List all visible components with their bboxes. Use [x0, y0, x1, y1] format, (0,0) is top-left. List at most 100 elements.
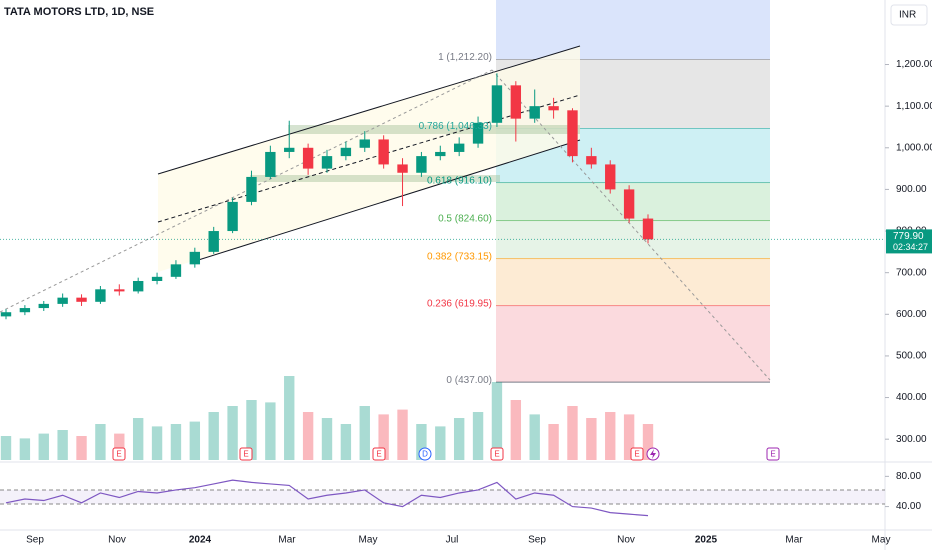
volume-bar — [38, 433, 49, 460]
x-tick-label: Nov — [617, 535, 635, 546]
candle-body — [359, 139, 370, 148]
volume-bar — [378, 414, 389, 460]
candle-body — [189, 251, 201, 265]
candle-body — [246, 176, 257, 202]
event-label: D — [422, 450, 428, 459]
channel-mid — [157, 94, 581, 223]
candle-body — [491, 85, 503, 123]
volume-bar — [19, 438, 31, 460]
candle-body — [19, 308, 31, 313]
event-icon[interactable] — [372, 447, 386, 461]
volume-bar — [321, 418, 333, 460]
candle-body — [132, 280, 144, 292]
volume-bar — [472, 412, 484, 460]
x-tick-label: Mar — [278, 535, 296, 546]
volume-bar — [642, 424, 654, 460]
volume-bar — [132, 418, 144, 460]
event-icon[interactable] — [239, 447, 253, 461]
candle-body — [453, 143, 465, 152]
event-icon[interactable] — [766, 447, 780, 461]
event-label: E — [494, 450, 499, 459]
event-label: E — [770, 450, 775, 459]
fib-label: 0 (437.00) — [446, 375, 492, 386]
candle-body — [340, 147, 352, 157]
candle-body — [397, 164, 408, 173]
fib-label: 0.618 (916.10) — [427, 175, 492, 186]
candle-body — [38, 303, 49, 309]
fib-zone — [496, 305, 770, 383]
symbol-title: TATA MOTORS LTD, 1D, NSE — [4, 6, 154, 18]
x-tick-label: May — [872, 535, 891, 546]
volume-bar — [208, 412, 219, 460]
candle-body — [567, 110, 578, 157]
x-tick-label: 2025 — [695, 535, 718, 546]
volume-bar — [548, 424, 559, 460]
event-label: E — [376, 450, 381, 459]
event-icon[interactable] — [630, 447, 644, 461]
candle-body — [227, 201, 238, 232]
channel-line — [157, 45, 581, 175]
candle-body — [170, 264, 182, 277]
currency-button[interactable] — [890, 4, 928, 26]
volume-bar — [567, 406, 578, 460]
volume-bar — [397, 409, 408, 460]
volume-bar — [586, 418, 597, 460]
x-tick-label: Mar — [785, 535, 803, 546]
candle-body — [284, 147, 295, 152]
volume-bar — [359, 406, 370, 460]
rsi-tick-label: 80.00 — [896, 471, 921, 482]
currency[interactable]: INR — [899, 10, 916, 21]
event-icon[interactable] — [490, 447, 504, 461]
rsi-line — [5, 479, 649, 517]
countdown: 02:34:27 — [893, 242, 928, 252]
volume-bar — [529, 414, 540, 460]
volume-bar — [189, 421, 201, 460]
trend-dashed — [0, 69, 493, 313]
rsi-tick-label: 40.00 — [896, 501, 921, 512]
candle-body — [642, 218, 654, 240]
volume-bar — [170, 424, 182, 460]
volume-bar — [76, 436, 87, 460]
volume-bar — [95, 424, 106, 460]
volume-bar — [246, 400, 257, 460]
volume-bar — [57, 430, 68, 460]
x-tick-label: Nov — [108, 535, 126, 546]
candle-body — [208, 231, 219, 252]
candle-body — [57, 297, 68, 304]
volume-bar — [284, 376, 295, 460]
lightning — [650, 449, 656, 459]
candle-body — [416, 156, 427, 173]
candle-body — [529, 106, 540, 119]
candle-body — [302, 147, 314, 169]
candle-body — [472, 122, 484, 144]
x-tick-label: May — [359, 535, 378, 546]
y-tick-label: 1,100.00 — [896, 101, 932, 112]
candle-body — [623, 189, 635, 219]
zone — [250, 175, 500, 182]
y-tick-label: 400.00 — [896, 392, 927, 403]
y-tick-label: 500.00 — [896, 351, 927, 362]
event-icon[interactable] — [112, 447, 126, 461]
candle-body — [114, 289, 125, 292]
fib-label: 0.382 (733.15) — [427, 252, 492, 263]
candle-body — [321, 156, 333, 169]
candle-body — [0, 312, 12, 317]
y-tick-label: 700.00 — [896, 267, 927, 278]
event-icon[interactable] — [418, 447, 432, 461]
volume-bar — [302, 412, 314, 460]
zone — [288, 125, 580, 134]
candle-body — [510, 85, 522, 119]
volume-bar — [0, 436, 12, 460]
x-tick-label: Sep — [26, 535, 44, 546]
candle-body — [378, 139, 389, 165]
candle-body — [586, 156, 597, 165]
volume-bar — [151, 426, 163, 460]
fib-zone — [496, 258, 770, 306]
volume-bar — [605, 412, 616, 460]
volume-bar — [227, 406, 238, 460]
volume-bar — [491, 382, 503, 460]
volume-bar — [623, 414, 635, 460]
fib-label: 1 (1,212.20) — [438, 52, 492, 63]
candle-body — [265, 151, 276, 177]
